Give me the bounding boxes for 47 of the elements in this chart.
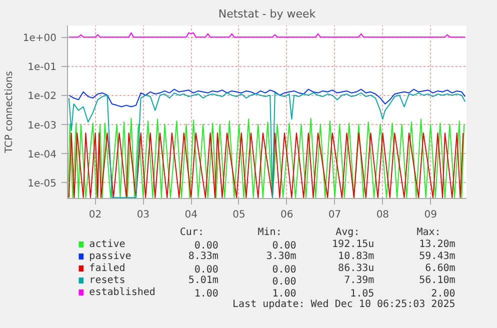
y-tick-label: 1e-02: [28, 91, 57, 102]
text: 56.10m: [419, 275, 456, 286]
x-tick-label: 05: [232, 210, 246, 220]
text: 2.00: [431, 288, 456, 300]
text: 0.00: [194, 264, 218, 276]
y-axis-title: TCP connections: [4, 70, 15, 154]
x-tick-label: 03: [136, 210, 150, 220]
text: 1.00: [272, 288, 296, 300]
legend-label: passive: [89, 251, 132, 262]
legend-label: established: [89, 287, 156, 298]
y-tick-label: 1e-03: [28, 120, 57, 132]
text: 3.30m: [266, 251, 296, 262]
text: 192.15u: [332, 239, 374, 250]
text: 5.01m: [188, 275, 218, 286]
text: 1.00: [194, 288, 218, 300]
text: 0.00: [272, 240, 296, 252]
text: Min:: [258, 227, 282, 238]
text: 86.33u: [338, 263, 374, 274]
y-tick-label: 1e-05: [28, 178, 57, 190]
text: 7.39m: [344, 275, 374, 286]
text: 59.43m: [419, 251, 456, 262]
text: Max:: [416, 227, 441, 238]
x-tick-label: 09: [424, 210, 437, 220]
text: 6.60m: [425, 263, 456, 274]
text: 13.20m: [419, 239, 456, 250]
text: 0.00: [194, 240, 218, 252]
x-tick-label: 07: [328, 210, 342, 220]
text: Avg:: [336, 227, 360, 238]
x-tick-label: 04: [184, 210, 198, 220]
chart-title: Netstat - by week: [218, 8, 316, 20]
text: 0.00: [272, 264, 296, 276]
x-tick-label: 08: [376, 210, 390, 220]
text: 8.33m: [188, 251, 218, 262]
y-tick-label: 1e-01: [28, 62, 57, 74]
legend-label: resets: [89, 275, 126, 286]
text: 0.00: [272, 276, 296, 288]
legend-label: active: [89, 239, 126, 250]
legend-label: failed: [89, 263, 126, 274]
x-tick-label: 02: [88, 210, 102, 220]
text: 10.83m: [338, 251, 374, 262]
text: 1.05: [350, 288, 374, 300]
text: Cur:: [180, 227, 204, 238]
line-series: [68, 88, 466, 108]
y-tick-label: 1e+00: [22, 33, 57, 44]
x-tick-label: 06: [280, 210, 294, 220]
text: Last update: Wed Dec 10 06:25:03 2025: [232, 299, 456, 310]
y-tick-label: 1e-04: [28, 149, 57, 160]
